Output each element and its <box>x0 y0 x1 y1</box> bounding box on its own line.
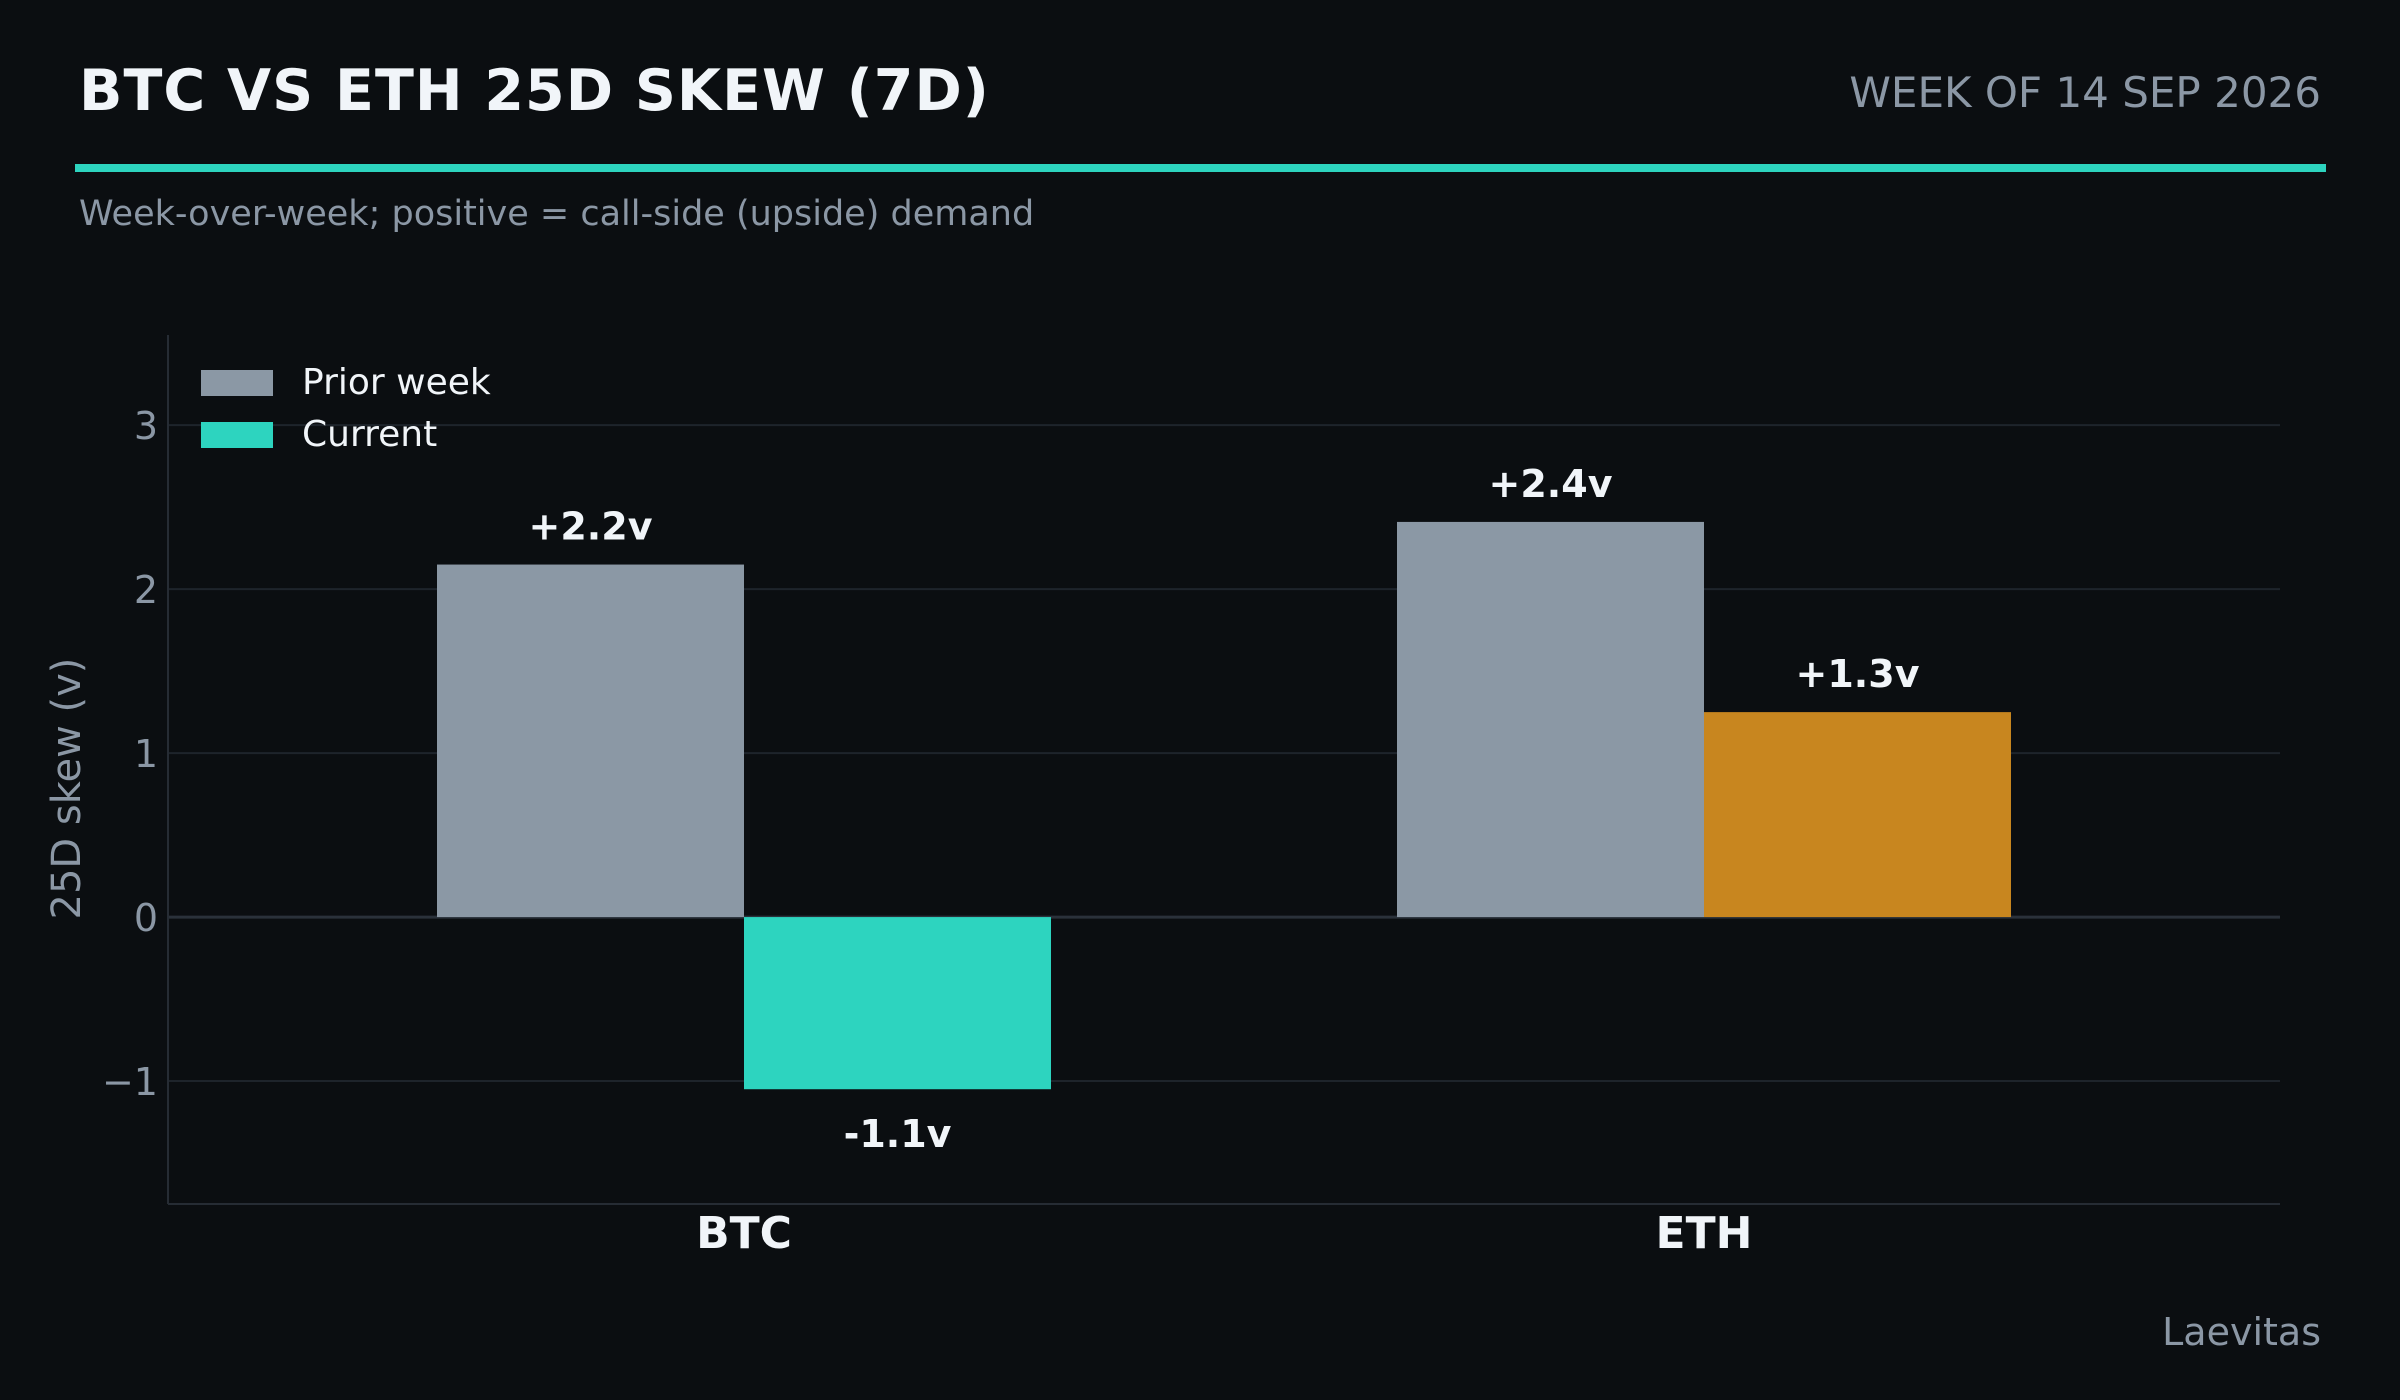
chart-title: BTC VS ETH 25D SKEW (7D) <box>79 58 990 124</box>
legend-label: Current <box>302 414 437 455</box>
chart-subtitle: Week-over-week; positive = call-side (up… <box>79 194 1035 234</box>
source-label: Laevitas <box>2162 1310 2321 1354</box>
bar-prior-eth <box>1397 521 1704 918</box>
y-tick-label: 2 <box>134 568 158 612</box>
legend-swatch <box>201 422 273 448</box>
legend-swatch <box>201 370 273 396</box>
y-tick-label: 1 <box>134 732 158 776</box>
y-axis-label: 25D skew (v) <box>44 658 90 920</box>
data-label: -1.1v <box>844 1112 952 1156</box>
bar-current-eth <box>1704 712 2011 918</box>
title-underline <box>75 164 2326 172</box>
week-label: WEEK OF 14 SEP 2026 <box>1849 68 2321 117</box>
data-label: +2.2v <box>529 505 653 549</box>
data-label: +1.3v <box>1796 652 1920 696</box>
data-label: +2.4v <box>1489 462 1613 506</box>
y-tick-label: 0 <box>134 896 158 940</box>
y-tick-label: 3 <box>134 404 158 448</box>
y-tick-label: −1 <box>102 1060 158 1104</box>
legend-label: Prior week <box>302 362 491 403</box>
x-tick-label-btc: BTC <box>696 1208 792 1259</box>
bar-current-btc <box>744 917 1051 1090</box>
bar-prior-btc <box>437 564 744 918</box>
x-tick-label-eth: ETH <box>1656 1208 1753 1259</box>
